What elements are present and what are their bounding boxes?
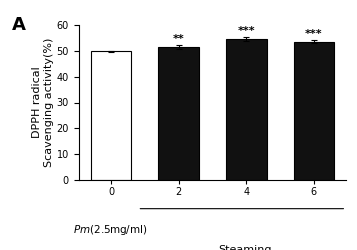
Text: ***: *** [305,29,323,39]
Bar [91,51,131,180]
Text: A: A [12,16,25,34]
Text: ***: *** [237,26,255,36]
Y-axis label: DPPH radical
Scavenging activity(%): DPPH radical Scavenging activity(%) [32,38,54,167]
Bar [226,39,267,180]
Text: $\it{Pm}$(2.5mg/ml): $\it{Pm}$(2.5mg/ml) [73,224,148,237]
Bar [293,42,334,180]
Text: Steaming: Steaming [218,245,271,250]
Text: **: ** [173,34,185,44]
Bar [158,47,199,180]
